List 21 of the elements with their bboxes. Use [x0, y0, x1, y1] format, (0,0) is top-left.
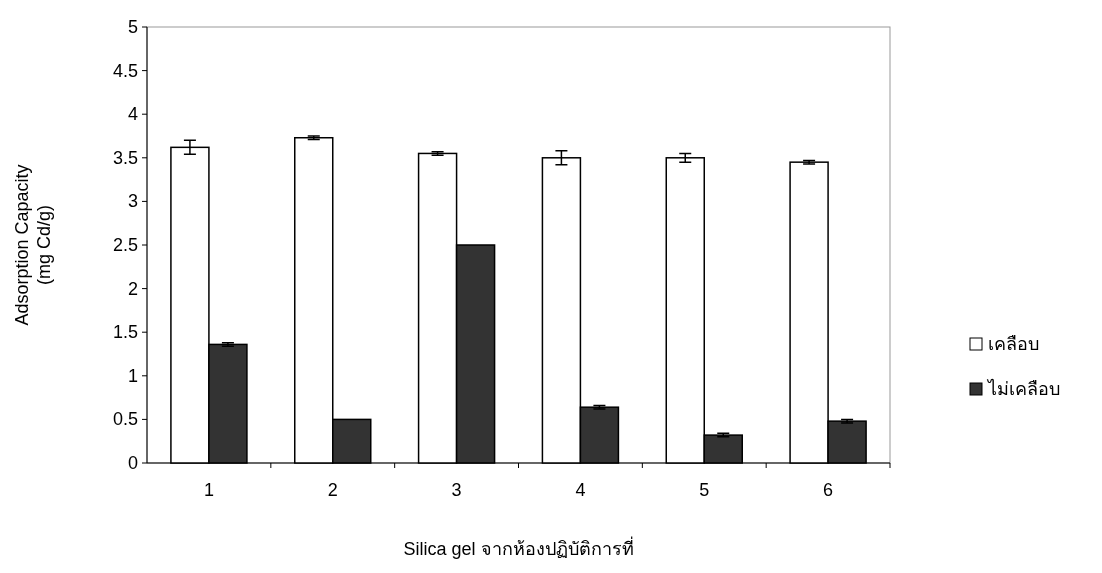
- x-tick-label: 2: [327, 480, 338, 500]
- y-tick-label: 4.5: [112, 60, 138, 81]
- y-tick-label: 2: [127, 278, 138, 299]
- y-tick-label: 1.5: [112, 322, 138, 343]
- x-tick-label: 3: [451, 480, 462, 500]
- y-tick-label: 4: [127, 104, 138, 125]
- legend-label: เคลือบ: [988, 334, 1039, 354]
- x-tick-label: 4: [575, 480, 586, 500]
- y-tick-label: 2.5: [112, 235, 138, 255]
- x-tick-label: 5: [699, 480, 710, 500]
- y-tick-label: 1: [127, 365, 138, 386]
- x-axis-title: Silica gel จากห้องปฏิบัติการที่: [403, 536, 634, 559]
- x-tick-label: 1: [203, 480, 214, 500]
- x-tick-label: 6: [823, 480, 834, 500]
- y-tick-label: 3: [127, 191, 138, 212]
- legend-label: ไม่เคลือบ: [986, 378, 1060, 399]
- y-tick-label: 0: [127, 453, 138, 473]
- y-axis-title: Adsorption Capacity (mg Cd/g): [12, 164, 54, 326]
- y-tick-label: 5: [127, 17, 138, 37]
- y-tick-label: 0.5: [112, 409, 138, 430]
- y-tick-label: 3.5: [112, 147, 138, 168]
